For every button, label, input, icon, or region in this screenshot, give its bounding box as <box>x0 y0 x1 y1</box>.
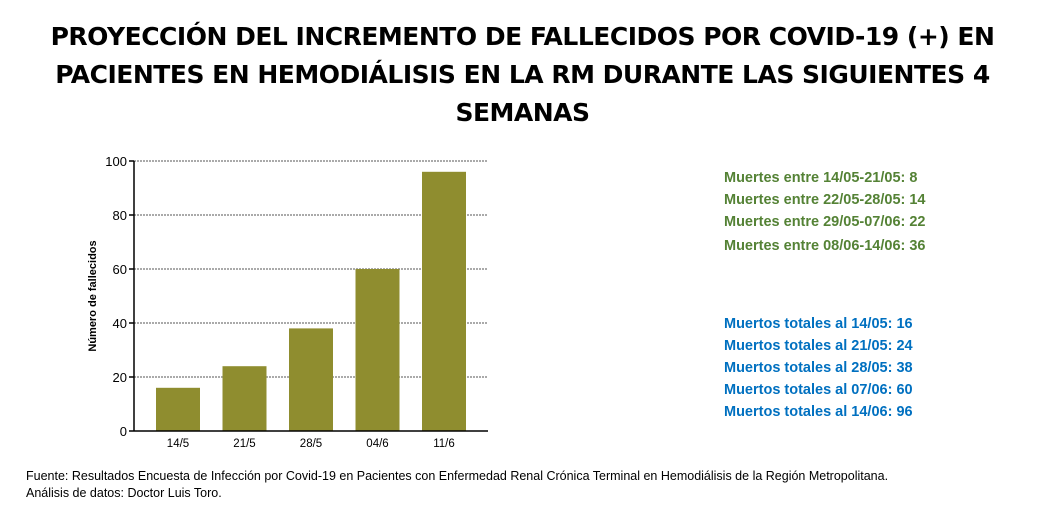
y-tick-label: 20 <box>113 370 127 385</box>
total-death-item: Muertos totales al 07/06: 60 <box>724 382 913 398</box>
total-deaths-list: Muertos totales al 14/05: 16 Muertos tot… <box>724 313 913 423</box>
x-tick-label: 14/5 <box>167 438 189 450</box>
y-tick-label: 100 <box>105 154 127 169</box>
bar-chart: 0 20 40 60 80 100 14/5 21/5 28/5 04/6 11/6 Número d… <box>87 154 488 450</box>
footer: Fuente: Resultados Encuesta de Infección… <box>26 468 926 502</box>
title-line: PROYECCIÓN DEL INCREMENTO DE FALLECIDOS … <box>50 22 995 51</box>
x-tick-label: 21/5 <box>233 438 255 450</box>
y-tick-label: 80 <box>113 208 127 223</box>
bar-28/5 <box>289 328 333 431</box>
weekly-deaths-list: Muertes entre 14/05-21/05: 8 Muertes ent… <box>724 167 926 257</box>
title-line: SEMANAS <box>455 98 590 127</box>
total-death-item: Muertos totales al 21/05: 24 <box>724 338 913 354</box>
weekly-death-item: Muertes entre 08/06-14/06: 36 <box>724 238 926 254</box>
total-death-item: Muertos totales al 14/06: 96 <box>724 404 913 420</box>
analysis-note: Análisis de datos: Doctor Luis Toro. <box>26 486 222 500</box>
title-line: PACIENTES EN HEMODIÁLISIS EN LA RM DURAN… <box>55 60 990 89</box>
page-title: PROYECCIÓN DEL INCREMENTO DE FALLECIDOS … <box>0 18 1045 132</box>
weekly-death-item: Muertes entre 22/05-28/05: 14 <box>724 192 926 208</box>
y-tick-label: 0 <box>120 424 127 439</box>
y-axis-label: Número de fallecidos <box>87 240 99 351</box>
x-tick-label: 04/6 <box>366 438 388 450</box>
weekly-death-item: Muertes entre 29/05-07/06: 22 <box>724 214 926 230</box>
bar-14/5 <box>156 387 200 431</box>
bar-21/5 <box>222 366 267 431</box>
bar-11/6 <box>422 171 466 432</box>
total-death-item: Muertos totales al 28/05: 38 <box>724 360 913 376</box>
y-tick-label: 60 <box>113 262 127 277</box>
x-tick-label: 11/6 <box>433 438 455 450</box>
weekly-death-item: Muertes entre 14/05-21/05: 8 <box>724 170 918 186</box>
y-tick-label: 40 <box>113 316 127 331</box>
total-death-item: Muertos totales al 14/05: 16 <box>724 316 913 332</box>
source-note: Fuente: Resultados Encuesta de Infección… <box>26 469 889 483</box>
bar-04/6 <box>355 269 400 431</box>
x-tick-label: 28/5 <box>300 438 322 450</box>
